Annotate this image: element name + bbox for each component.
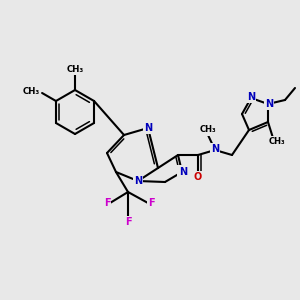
Text: N: N — [178, 166, 186, 176]
Text: CH₃: CH₃ — [66, 64, 84, 74]
Text: O: O — [194, 172, 202, 182]
Text: O: O — [194, 172, 202, 182]
Text: CH₃: CH₃ — [200, 125, 216, 134]
Text: F: F — [148, 198, 154, 208]
Text: N: N — [265, 99, 273, 109]
Text: N: N — [134, 176, 142, 186]
Text: CH₃: CH₃ — [269, 136, 285, 146]
Text: F: F — [125, 217, 131, 227]
Text: N: N — [144, 123, 152, 133]
Text: CH₃: CH₃ — [23, 88, 40, 97]
Text: N: N — [211, 144, 219, 154]
Text: N: N — [144, 123, 152, 133]
Text: F: F — [104, 198, 110, 208]
Text: N: N — [211, 144, 219, 154]
Text: N: N — [265, 99, 273, 109]
Text: N: N — [247, 92, 255, 102]
Text: N: N — [134, 176, 142, 186]
Text: N: N — [179, 167, 187, 177]
Text: F: F — [125, 217, 131, 227]
Text: N: N — [247, 92, 255, 102]
Text: F: F — [148, 198, 154, 208]
Text: F: F — [104, 198, 110, 208]
